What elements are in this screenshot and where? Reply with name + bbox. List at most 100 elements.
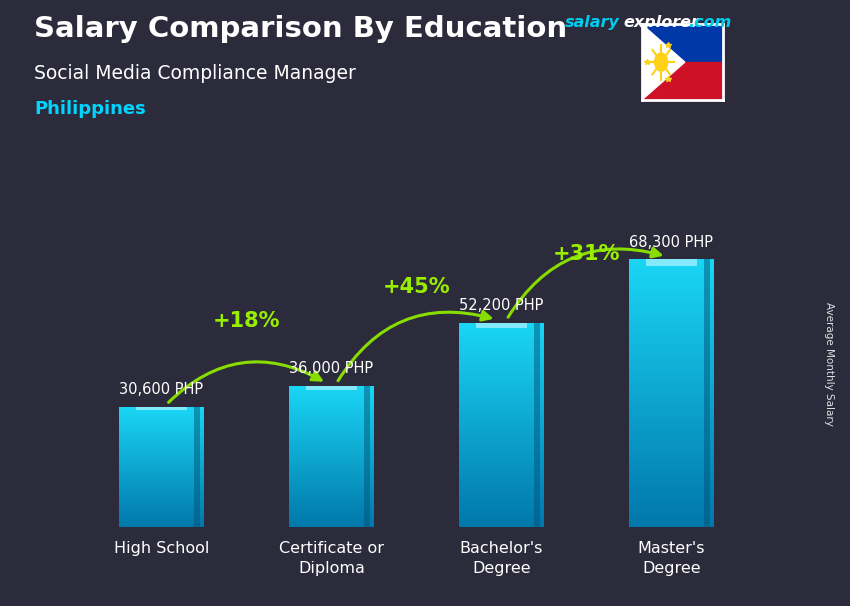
Text: 30,600 PHP: 30,600 PHP <box>120 382 203 398</box>
Bar <box>459 458 544 459</box>
Bar <box>629 505 714 507</box>
Bar <box>459 524 544 525</box>
Bar <box>629 442 714 445</box>
Bar <box>629 445 714 447</box>
Bar <box>629 358 714 360</box>
Bar <box>289 428 374 430</box>
Bar <box>119 488 204 489</box>
Bar <box>119 499 204 500</box>
Bar <box>289 421 374 422</box>
Bar <box>704 259 710 527</box>
Text: Social Media Compliance Manager: Social Media Compliance Manager <box>34 64 356 82</box>
Bar <box>459 381 544 382</box>
Bar <box>289 479 374 480</box>
Bar <box>289 442 374 444</box>
Bar <box>289 518 374 519</box>
Bar <box>629 511 714 514</box>
Bar <box>459 351 544 353</box>
Bar <box>119 489 204 490</box>
Bar <box>289 468 374 470</box>
Bar <box>459 393 544 394</box>
Bar <box>459 522 544 524</box>
Bar <box>289 462 374 464</box>
Bar <box>289 412 374 413</box>
Bar <box>119 494 204 495</box>
Bar <box>629 342 714 344</box>
Bar <box>629 380 714 382</box>
Bar <box>629 298 714 299</box>
Bar <box>459 485 544 486</box>
Bar <box>629 433 714 436</box>
Bar <box>629 353 714 355</box>
Bar <box>289 435 374 436</box>
Bar <box>289 391 374 392</box>
Bar <box>289 390 374 391</box>
Bar <box>119 522 204 523</box>
Bar <box>289 411 374 412</box>
Bar <box>119 518 204 519</box>
Polygon shape <box>642 24 685 100</box>
Bar <box>629 373 714 376</box>
Bar <box>289 387 374 388</box>
Bar <box>119 465 204 466</box>
Bar <box>119 467 204 468</box>
Bar <box>629 416 714 418</box>
Bar <box>629 425 714 427</box>
Bar <box>629 389 714 391</box>
Bar <box>459 466 544 467</box>
Bar <box>119 421 204 422</box>
Bar <box>459 389 544 391</box>
Bar <box>629 523 714 525</box>
Bar <box>119 438 204 439</box>
Bar <box>629 393 714 396</box>
Bar <box>289 525 374 526</box>
Bar <box>289 481 374 482</box>
Bar <box>119 520 204 521</box>
Bar <box>119 431 204 432</box>
Text: explorer: explorer <box>623 15 699 30</box>
Bar <box>459 442 544 444</box>
Bar <box>459 454 544 456</box>
Bar <box>289 405 374 406</box>
Bar <box>459 435 544 437</box>
Bar <box>119 424 204 425</box>
Bar <box>459 338 544 339</box>
Bar <box>459 439 544 440</box>
Bar <box>459 491 544 493</box>
Bar <box>459 521 544 522</box>
Bar <box>629 487 714 489</box>
Bar <box>459 493 544 495</box>
Bar <box>119 506 204 507</box>
Bar <box>119 498 204 499</box>
Bar <box>459 335 544 336</box>
Bar <box>629 311 714 313</box>
Bar <box>119 476 204 478</box>
Bar <box>629 376 714 378</box>
Bar <box>119 495 204 496</box>
Bar <box>459 348 544 350</box>
Bar <box>289 501 374 502</box>
Bar <box>459 445 544 447</box>
Bar <box>629 302 714 304</box>
Bar <box>629 402 714 404</box>
Bar <box>289 460 374 461</box>
Bar <box>119 521 204 522</box>
Bar <box>119 516 204 518</box>
Bar <box>629 364 714 367</box>
Bar <box>629 327 714 328</box>
Bar <box>629 467 714 469</box>
Bar <box>289 505 374 506</box>
Bar <box>119 417 204 418</box>
Text: +45%: +45% <box>382 277 450 298</box>
Bar <box>629 264 714 266</box>
Bar <box>119 478 204 479</box>
Bar <box>289 507 374 508</box>
Bar <box>459 343 544 345</box>
Bar <box>289 485 374 486</box>
Text: salary: salary <box>565 15 620 30</box>
Bar <box>629 476 714 478</box>
Bar <box>289 399 374 400</box>
Bar <box>459 385 544 387</box>
Bar <box>289 392 374 393</box>
Bar <box>459 360 544 362</box>
